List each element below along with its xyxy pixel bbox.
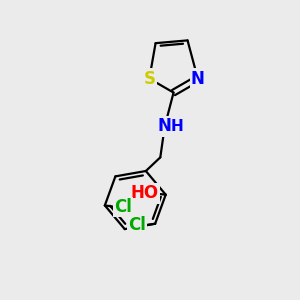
Text: S: S (143, 70, 155, 88)
Text: N: N (158, 117, 172, 135)
Text: HO: HO (130, 184, 159, 202)
Text: H: H (171, 119, 184, 134)
Text: N: N (191, 70, 205, 88)
Text: Cl: Cl (128, 216, 146, 234)
Text: Cl: Cl (114, 198, 132, 216)
